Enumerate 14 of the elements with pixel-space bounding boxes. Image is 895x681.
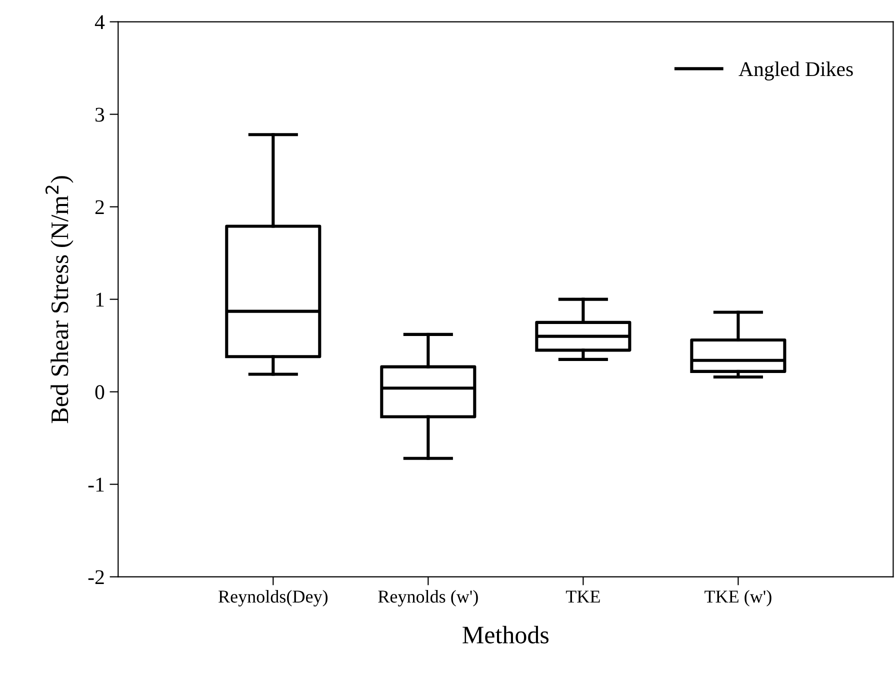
y-tick-label: 2	[95, 200, 104, 214]
y-tick-label: -2	[88, 570, 104, 584]
legend-label: Angled Dikes	[738, 62, 853, 80]
y-tick-label: 4	[94, 15, 105, 30]
y-tick-label: 3	[96, 108, 104, 122]
x-tick-label: TKE	[566, 590, 600, 603]
y-axis-title: Bed Shear Stress (N/m$^{2}$)	[45, 176, 74, 424]
x-tick-label: Reynolds (w')	[378, 590, 478, 606]
x-tick-label: Reynolds(Dey)	[218, 590, 328, 606]
y-tick-label: 1	[96, 292, 104, 307]
x-axis-title: Methods	[462, 626, 549, 644]
y-tick-label: -1	[88, 478, 104, 492]
y-tick-label: 0	[95, 385, 104, 400]
x-tick-label: TKE (w')	[704, 590, 772, 606]
